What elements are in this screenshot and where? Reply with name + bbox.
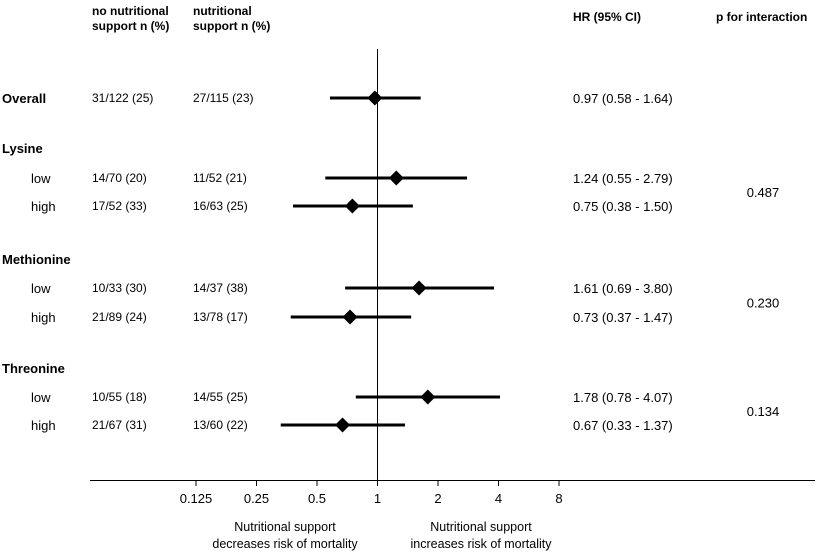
support-count: 13/78 (17) [193,310,248,324]
no-support-count: 14/70 (20) [92,171,147,185]
group-label: Lysine [2,141,43,156]
subgroup-label: low [31,171,51,186]
hr-ci-text: 0.97 (0.58 - 1.64) [573,91,673,106]
support-count: 14/55 (25) [193,390,248,404]
hr-diamond [342,309,358,325]
x-tick-label: 2 [434,491,441,506]
hr-ci-text: 1.78 (0.78 - 4.07) [573,390,673,405]
group-label: Methionine [2,252,71,267]
no-support-count: 21/67 (31) [92,418,147,432]
no-support-count: 10/33 (30) [92,281,147,295]
subgroup-label: high [31,418,56,433]
hr-diamond [367,90,383,106]
group-label: Threonine [2,361,65,376]
hr-ci-text: 1.61 (0.69 - 3.80) [573,281,673,296]
x-tick-label: 0.25 [244,491,269,506]
p-interaction-value: 0.487 [747,185,780,200]
group-label: Overall [2,91,46,106]
hr-ci-text: 0.73 (0.37 - 1.47) [573,310,673,325]
header-p-interaction: p for interaction [716,10,807,24]
no-support-count: 10/55 (18) [92,390,147,404]
subgroup-label: low [31,281,51,296]
p-interaction-value: 0.134 [747,404,780,419]
hr-diamond [420,389,436,405]
x-tick-label: 4 [495,491,502,506]
support-count: 14/37 (38) [193,281,248,295]
hr-diamond [411,280,427,296]
no-support-count: 17/52 (33) [92,199,147,213]
subgroup-label: low [31,390,51,405]
hr-ci-text: 0.67 (0.33 - 1.37) [573,418,673,433]
subgroup-label: high [31,199,56,214]
support-count: 16/63 (25) [193,199,248,213]
header-no-support-line2: support n (%) [92,19,169,33]
no-support-count: 21/89 (24) [92,310,147,324]
x-tick-label: 0.125 [180,491,213,506]
x-tick-label: 8 [555,491,562,506]
header-hr: HR (95% CI) [573,10,641,24]
header-support-line2: support n (%) [193,19,270,33]
x-tick-label: 1 [374,491,381,506]
caption-right-line1: Nutritional support [430,520,532,534]
no-support-count: 31/122 (25) [92,91,153,105]
x-tick-label: 0.5 [308,491,326,506]
support-count: 11/52 (21) [193,171,247,185]
hr-ci-text: 0.75 (0.38 - 1.50) [573,199,673,214]
p-interaction-value: 0.230 [747,296,780,311]
caption-left-line2: decreases risk of mortality [212,537,358,551]
subgroup-label: high [31,310,56,325]
support-count: 13/60 (22) [193,418,248,432]
hr-diamond [344,198,360,214]
caption-left-line1: Nutritional support [234,520,336,534]
hr-diamond [388,170,404,186]
caption-right-line2: increases risk of mortality [410,537,552,551]
header-no-support-line1: no nutritional [92,4,169,18]
support-count: 27/115 (23) [193,91,254,105]
hr-ci-text: 1.24 (0.55 - 2.79) [573,171,673,186]
header-support-line1: nutritional [193,4,252,18]
hr-diamond [335,417,351,433]
